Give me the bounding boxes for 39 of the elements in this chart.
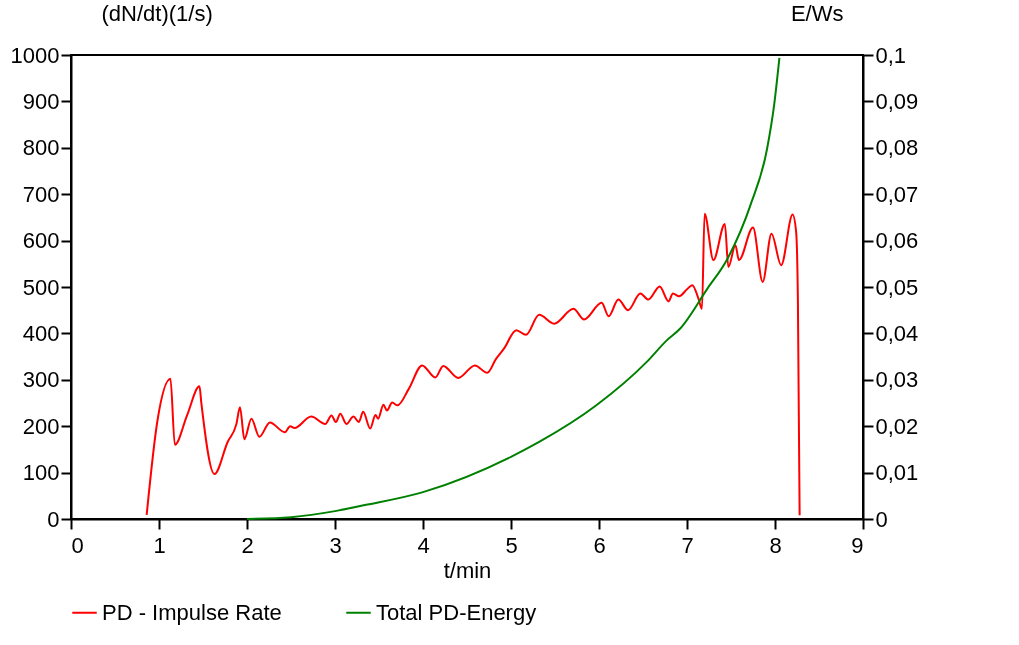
y-tick-label: 200 [22, 413, 60, 439]
x-tick-label: 3 [329, 532, 342, 558]
y-tick-label: 100 [22, 460, 60, 486]
y2-tick-label: 0,02 [875, 413, 919, 439]
x-tick-label: 0 [71, 532, 84, 558]
x-tick-label: 1 [153, 532, 166, 558]
y-tick-label: 900 [22, 88, 60, 114]
y2-tick-label: 0,08 [875, 135, 919, 161]
y2-tick-label: 0,07 [875, 181, 919, 207]
x-axis-title: t/min [443, 557, 492, 583]
x-tick-label: 2 [241, 532, 254, 558]
legend-label: Total PD-Energy [376, 599, 537, 625]
y-tick-label: 400 [22, 320, 60, 346]
y2-tick-label: 0,01 [875, 460, 919, 486]
x-tick-label: 5 [505, 532, 518, 558]
y2-tick-label: 0,09 [875, 88, 919, 114]
y2-tick-label: 0,03 [875, 367, 919, 393]
y-axis-title: (dN/dt)(1/s) [101, 0, 213, 26]
y-tick-label: 300 [22, 367, 60, 393]
x-tick-label: 7 [681, 532, 694, 558]
x-tick-label: 9 [851, 532, 864, 558]
x-tick-label: 8 [769, 532, 782, 558]
y-tick-label: 600 [22, 228, 60, 254]
y-tick-label: 1000 [10, 42, 60, 68]
line-series [145, 212, 801, 517]
y2-tick-label: 0,1 [875, 42, 907, 68]
y2-axis-title: E/Ws [790, 0, 844, 26]
y2-tick-label: 0 [875, 506, 888, 532]
x-tick-label: 6 [593, 532, 606, 558]
x-tick-label: 4 [417, 532, 430, 558]
line-series [246, 56, 781, 520]
y2-tick-label: 0,04 [875, 320, 919, 346]
legend-label: PD - Impulse Rate [102, 599, 282, 625]
y-tick-label: 700 [22, 181, 60, 207]
y-tick-label: 500 [22, 274, 60, 300]
y2-tick-label: 0,05 [875, 274, 919, 300]
y-tick-label: 0 [47, 506, 60, 532]
y-tick-label: 800 [22, 135, 60, 161]
y2-tick-label: 0,06 [875, 228, 919, 254]
